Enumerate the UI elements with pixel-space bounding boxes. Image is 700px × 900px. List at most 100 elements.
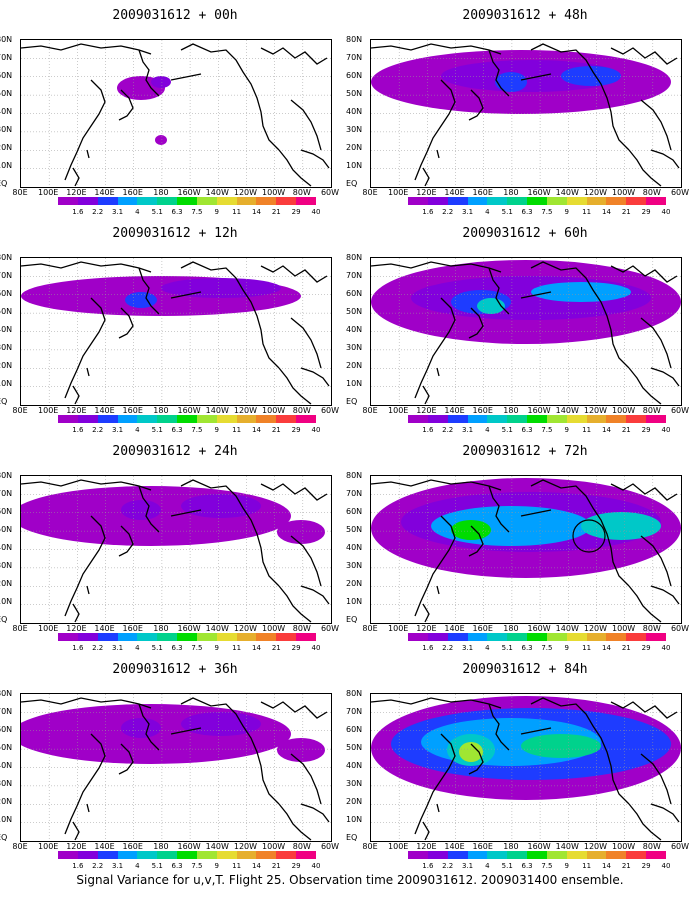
longitude-label: 180	[503, 842, 519, 851]
longitude-label: 140W	[555, 406, 579, 415]
latitude-label: 80N	[0, 471, 13, 480]
colorbar-label: 40	[311, 426, 321, 434]
latitude-label: 50N	[0, 89, 13, 98]
colorbar-swatch	[97, 633, 118, 641]
longitude-label: 100W	[262, 842, 286, 851]
colorbar	[408, 415, 666, 423]
colorbar-label: 6.3	[521, 208, 533, 216]
colorbar-swatch	[256, 197, 277, 205]
colorbar-label: 4	[485, 208, 490, 216]
coastline	[138, 485, 160, 533]
colorbar-label: 11	[232, 644, 242, 652]
latitude-label: 70N	[346, 271, 363, 280]
coastline	[72, 585, 90, 623]
variance-shading	[121, 718, 161, 738]
longitude-label: 120W	[583, 624, 608, 633]
colorbar-swatch	[157, 633, 178, 641]
colorbar-label: 14	[251, 644, 261, 652]
latitude-label: 60N	[0, 507, 13, 516]
colorbar-label: 11	[232, 426, 242, 434]
longitude-label: 160E	[122, 188, 143, 197]
colorbar-swatch	[256, 415, 277, 423]
colorbar-swatch	[527, 633, 547, 641]
colorbar-swatch	[296, 415, 316, 423]
colorbar-label: 4	[485, 426, 490, 434]
variance-shading	[277, 738, 325, 762]
colorbar-label: 29	[641, 644, 651, 652]
longitude-label: 80E	[362, 624, 378, 633]
colorbar-label: 4	[135, 426, 140, 434]
map-canvas	[21, 694, 331, 841]
latitude-label: 40N	[0, 543, 13, 552]
colorbar-swatch	[58, 851, 78, 859]
coastline	[610, 265, 678, 283]
longitude-label: 140E	[94, 842, 115, 851]
latitude-label: 80N	[346, 35, 363, 44]
coastline	[414, 79, 456, 181]
latitude-label: 30N	[346, 343, 363, 352]
latitude-label: 50N	[346, 743, 363, 752]
colorbar-swatch	[137, 197, 158, 205]
latitude-label: 70N	[0, 707, 13, 716]
colorbar-swatch	[236, 633, 257, 641]
latitude-label: 10N	[346, 379, 363, 388]
colorbar-label: 29	[291, 426, 301, 434]
colorbar-label: 14	[601, 208, 611, 216]
latitude-label: 70N	[346, 53, 363, 62]
latitude-label: 80N	[346, 689, 363, 698]
colorbar-label: 5.1	[151, 862, 163, 870]
longitude-label: 80W	[292, 406, 311, 415]
colorbar-swatch	[256, 633, 277, 641]
colorbar-label: 3.1	[111, 426, 124, 434]
colorbar-label: 9	[214, 644, 219, 652]
latitude-label: 30N	[346, 561, 363, 570]
coastline	[610, 701, 678, 719]
colorbar-label: 11	[582, 208, 592, 216]
variance-shading	[581, 512, 661, 540]
longitude-label: 160E	[472, 842, 493, 851]
latitude-label: 70N	[346, 707, 363, 716]
coastline	[64, 297, 106, 399]
longitude-label: 140E	[444, 842, 465, 851]
colorbar-label: 14	[251, 862, 261, 870]
map-frame	[370, 39, 682, 188]
colorbar-label: 9	[214, 208, 219, 216]
colorbar-label: 6.3	[521, 862, 533, 870]
longitude-label: 160W	[527, 188, 551, 197]
colorbar-swatch	[296, 633, 316, 641]
coastline	[260, 47, 328, 65]
coastline	[300, 367, 330, 387]
colorbar-label: 7.5	[541, 862, 553, 870]
colorbar-swatch	[196, 851, 217, 859]
map-panel: 2009031612 + 00h 80N 70N 60N 50N 40N 30N 20N 10N…	[0, 0, 350, 225]
latitude-label: 20N	[0, 579, 13, 588]
coastline	[640, 753, 672, 805]
longitude-label: 80W	[642, 842, 661, 851]
longitude-label: 160E	[472, 624, 493, 633]
colorbar-swatch	[626, 851, 647, 859]
latitude-label: 50N	[0, 525, 13, 534]
colorbar-label: 2.2	[92, 426, 104, 434]
colorbar-swatch	[196, 633, 217, 641]
colorbar-swatch	[216, 851, 237, 859]
colorbar-label: 1.6	[422, 208, 434, 216]
colorbar-swatch	[177, 415, 197, 423]
longitude-label: 120W	[233, 406, 258, 415]
coastline	[520, 727, 552, 735]
colorbar-label: 6.3	[171, 208, 183, 216]
coastline	[170, 509, 202, 517]
longitude-label: 60W	[320, 624, 340, 633]
latitude-label: EQ	[0, 179, 8, 188]
longitude-label: 80E	[362, 842, 378, 851]
coastline	[180, 261, 280, 369]
colorbar-label: 3.1	[111, 208, 124, 216]
longitude-label: 100E	[388, 842, 409, 851]
variance-shading	[155, 135, 167, 145]
coastline	[21, 479, 152, 491]
colorbar-label: 9	[564, 208, 569, 216]
colorbar-label: 5.1	[501, 862, 513, 870]
colorbar-label: 2.2	[442, 208, 454, 216]
colorbar-label: 2.2	[92, 208, 104, 216]
coastline	[414, 297, 456, 399]
colorbar	[58, 633, 316, 641]
